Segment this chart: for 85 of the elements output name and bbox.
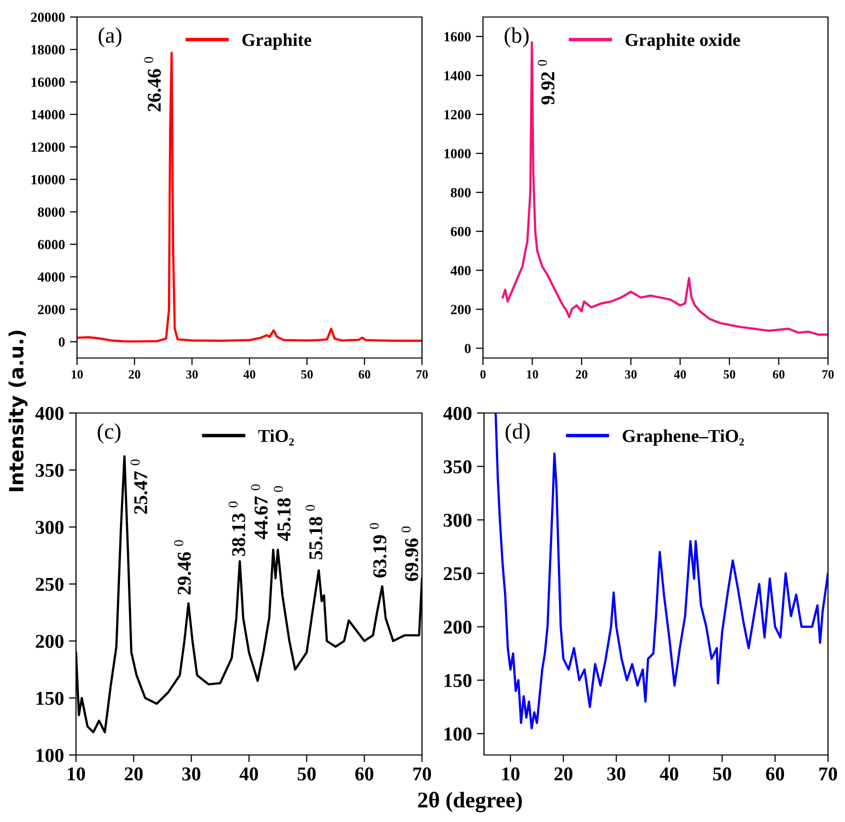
y-tick-label: 350 xyxy=(444,460,472,474)
x-tick-label: 40 xyxy=(240,767,258,780)
x-tick-label: 60 xyxy=(358,370,370,379)
annotation: 38.13 $^{0}$ xyxy=(228,502,246,556)
annotation: (d) xyxy=(506,423,530,444)
x-tick-label: 20 xyxy=(124,767,143,780)
x-tick-label: 40 xyxy=(674,370,686,379)
x-tick-label: 70 xyxy=(416,370,428,379)
y-tick-label: 6000 xyxy=(38,240,65,250)
y-tick-label: 200 xyxy=(450,304,471,314)
annotation: (a) xyxy=(98,27,122,48)
x-axis-title: 2θ (degree) xyxy=(418,792,522,812)
annotation: 55.18 $^{0}$ xyxy=(306,504,322,560)
y-tick-label: 150 xyxy=(36,692,64,705)
legend-label: Graphene–TiO₂ xyxy=(622,429,744,446)
annotation: 26.46 $^{0}$ xyxy=(144,57,161,112)
y-tick-label: 1400 xyxy=(444,71,471,80)
y-tick-label: 10000 xyxy=(32,174,65,184)
y-tick-label: 150 xyxy=(444,674,472,688)
y-tick-label: 300 xyxy=(444,514,472,527)
line-series xyxy=(494,413,828,730)
y-tick-label: 0 xyxy=(58,337,65,347)
x-tick-label: 30 xyxy=(182,767,200,780)
y-tick-label: 400 xyxy=(35,406,64,420)
x-tick-label: 10 xyxy=(527,370,538,379)
annotation: (b) xyxy=(504,27,529,48)
x-tick-label: 60 xyxy=(766,767,784,780)
y-tick-label: 20000 xyxy=(31,12,65,22)
x-tick-label: 0 xyxy=(480,370,486,379)
x-tick-label: 50 xyxy=(298,767,316,780)
x-tick-label: 40 xyxy=(243,370,256,379)
y-tick-label: 200 xyxy=(36,634,64,648)
y-tick-label: 14000 xyxy=(32,110,65,120)
y-tick-label: 100 xyxy=(444,727,472,741)
y-tick-label: 2000 xyxy=(38,304,65,314)
legend-label: Graphite xyxy=(242,33,312,50)
y-tick-label: 8000 xyxy=(38,207,65,217)
annotation: 69.96 $^{0}$ xyxy=(402,526,418,581)
y-axis-title: Intensity (a.u.) xyxy=(8,330,28,492)
x-tick-label: 30 xyxy=(186,370,198,379)
annotation: 63.19 $^{0}$ xyxy=(370,523,386,578)
x-tick-label: 50 xyxy=(724,370,736,379)
x-tick-label: 20 xyxy=(576,370,588,379)
x-tick-label: 70 xyxy=(819,767,837,780)
y-tick-label: 100 xyxy=(36,748,64,762)
y-tick-label: 4000 xyxy=(38,272,65,282)
y-tick-label: 0 xyxy=(464,344,471,354)
legend-label: Graphite oxide xyxy=(626,33,740,50)
y-tick-label: 600 xyxy=(450,226,471,236)
y-tick-label: 16000 xyxy=(32,78,65,87)
y-tick-label: 400 xyxy=(443,406,472,420)
y-tick-label: 1200 xyxy=(444,110,471,120)
x-tick-label: 40 xyxy=(660,767,678,780)
x-tick-label: 20 xyxy=(128,370,140,379)
line-series xyxy=(77,52,422,343)
x-tick-label: 30 xyxy=(625,370,637,379)
y-tick-label: 18000 xyxy=(32,45,65,54)
y-tick-label: 12000 xyxy=(32,142,65,152)
y-tick-label: 800 xyxy=(450,188,471,198)
x-tick-label: 10 xyxy=(502,767,520,780)
x-tick-label: 50 xyxy=(713,767,732,780)
x-tick-label: 10 xyxy=(72,370,83,379)
y-tick-label: 250 xyxy=(36,578,64,591)
y-tick-label: 1600 xyxy=(444,32,471,42)
x-tick-label: 10 xyxy=(68,767,85,780)
x-tick-label: 70 xyxy=(822,370,834,379)
annotation: 44.67 $^{0}$ xyxy=(250,484,268,540)
annotation: 29.46 $^{0}$ xyxy=(174,540,191,594)
x-tick-label: 20 xyxy=(554,767,572,780)
y-tick-label: 350 xyxy=(36,464,64,477)
y-tick-label: 300 xyxy=(36,520,64,534)
x-tick-label: 60 xyxy=(772,370,784,379)
y-tick-label: 1000 xyxy=(444,148,471,158)
y-tick-label: 400 xyxy=(450,266,471,276)
annotation: 25.47 $^{0}$ xyxy=(130,459,148,514)
y-tick-label: 250 xyxy=(444,567,472,580)
y-tick-label: 200 xyxy=(444,620,472,634)
annotation: 45.18 $^{0}$ xyxy=(274,486,291,541)
annotation: (c) xyxy=(98,423,120,444)
x-tick-label: 60 xyxy=(355,767,374,780)
legend-label: TiO₂ xyxy=(258,429,294,446)
x-tick-label: 70 xyxy=(413,767,431,780)
x-tick-label: 30 xyxy=(607,767,626,780)
x-tick-label: 50 xyxy=(301,370,313,379)
annotation: 9.92 $^{0}$ xyxy=(538,60,555,104)
